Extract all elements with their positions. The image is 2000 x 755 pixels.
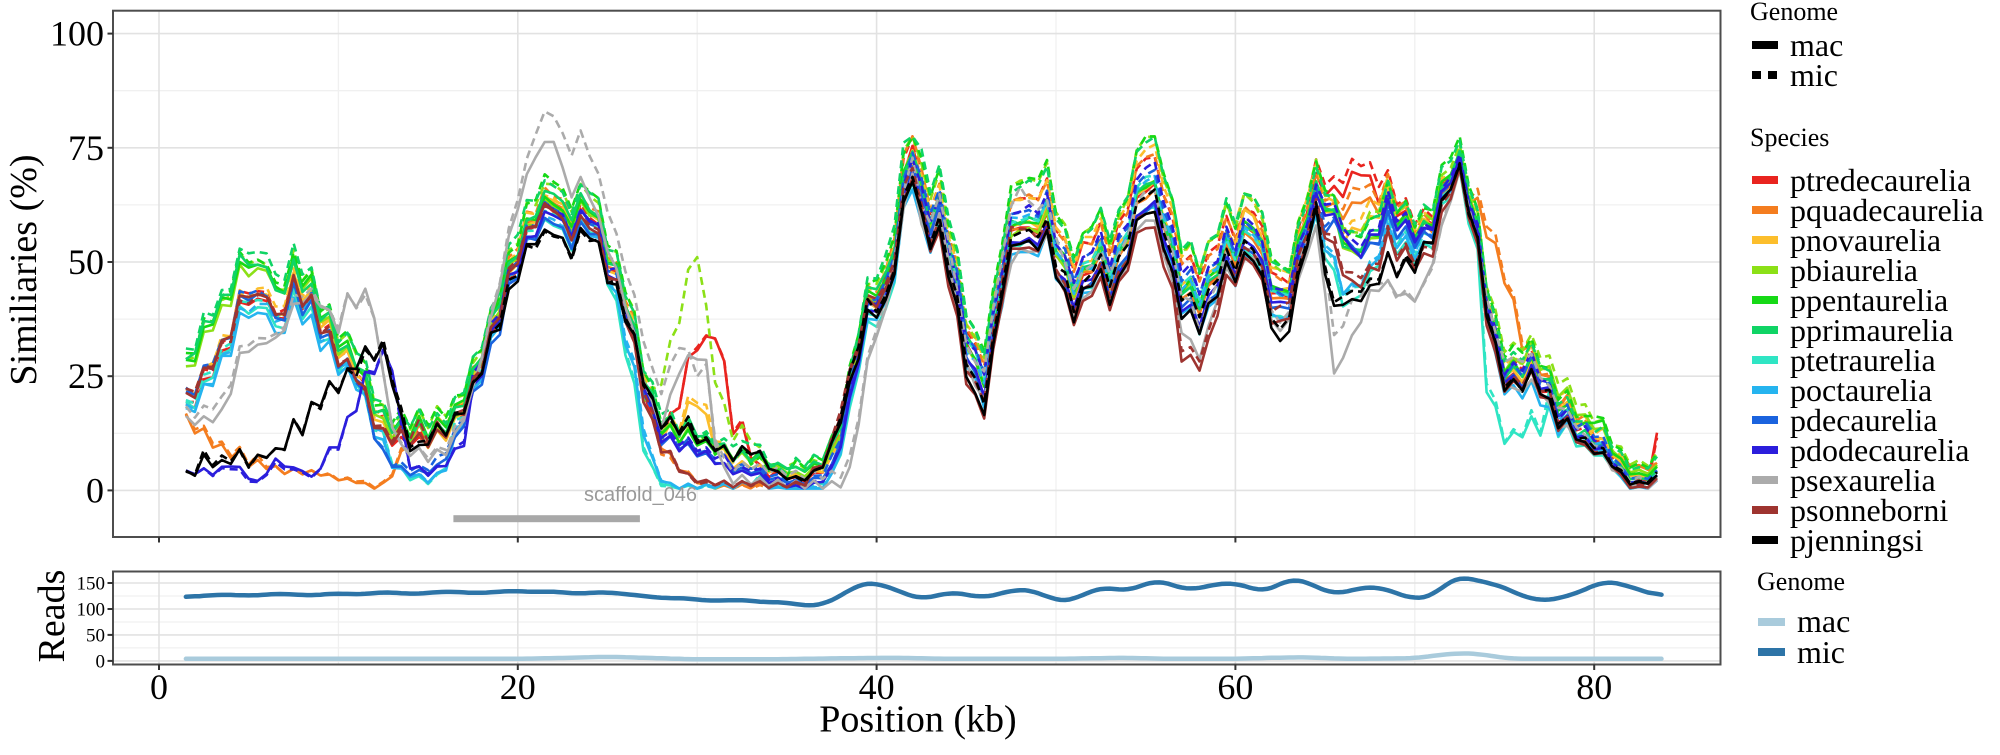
svg-text:Position (kb): Position (kb)	[819, 699, 1016, 741]
svg-text:50: 50	[68, 242, 104, 282]
svg-text:0: 0	[150, 667, 168, 707]
svg-text:ppentaurelia: ppentaurelia	[1790, 282, 1948, 318]
svg-text:ptetraurelia: ptetraurelia	[1790, 342, 1936, 378]
svg-text:psonneborni: psonneborni	[1790, 492, 1948, 528]
svg-text:100: 100	[77, 600, 106, 621]
svg-text:pnovaurelia: pnovaurelia	[1790, 222, 1941, 258]
svg-text:0: 0	[86, 470, 104, 510]
svg-text:Species: Species	[1750, 123, 1829, 152]
svg-text:pquadecaurelia: pquadecaurelia	[1790, 192, 1984, 228]
svg-text:60: 60	[1217, 667, 1253, 707]
svg-text:pdecaurelia: pdecaurelia	[1790, 402, 1937, 438]
svg-text:0: 0	[96, 651, 106, 672]
svg-text:80: 80	[1576, 667, 1612, 707]
svg-text:poctaurelia: poctaurelia	[1790, 372, 1932, 408]
svg-text:pbiaurelia: pbiaurelia	[1790, 252, 1918, 288]
svg-text:20: 20	[500, 667, 536, 707]
svg-text:50: 50	[86, 625, 105, 646]
svg-text:pjenningsi: pjenningsi	[1790, 522, 1923, 558]
svg-text:150: 150	[77, 574, 106, 595]
svg-text:mic: mic	[1790, 57, 1838, 93]
svg-text:Genome: Genome	[1750, 0, 1838, 26]
svg-text:scaffold_046: scaffold_046	[584, 484, 697, 506]
svg-text:40: 40	[859, 667, 895, 707]
svg-text:ptredecaurelia: ptredecaurelia	[1790, 162, 1971, 198]
svg-text:pprimaurelia: pprimaurelia	[1790, 312, 1953, 348]
svg-text:Genome: Genome	[1757, 567, 1845, 596]
svg-text:mac: mac	[1790, 27, 1843, 63]
svg-text:25: 25	[68, 356, 104, 396]
svg-text:Similiaries (%): Similiaries (%)	[3, 154, 45, 385]
svg-text:psexaurelia: psexaurelia	[1790, 462, 1936, 498]
svg-text:pdodecaurelia: pdodecaurelia	[1790, 432, 1969, 468]
svg-text:75: 75	[68, 128, 104, 168]
svg-text:mic: mic	[1797, 634, 1845, 670]
svg-text:100: 100	[50, 14, 104, 54]
svg-text:Reads: Reads	[31, 570, 73, 663]
svg-text:mac: mac	[1797, 603, 1850, 639]
